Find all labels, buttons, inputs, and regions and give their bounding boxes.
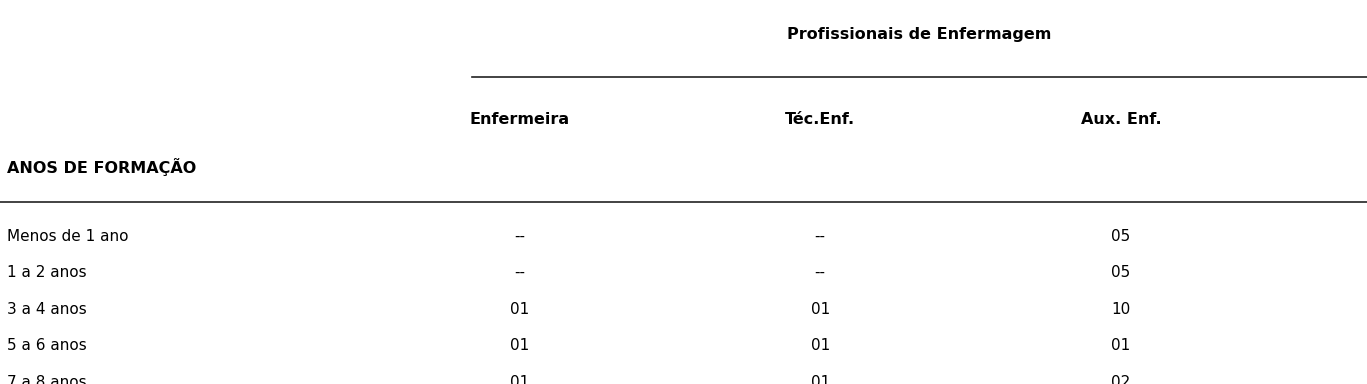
Text: 7 a 8 anos: 7 a 8 anos bbox=[7, 374, 86, 384]
Text: 5 a 6 anos: 5 a 6 anos bbox=[7, 338, 86, 353]
Text: Menos de 1 ano: Menos de 1 ano bbox=[7, 228, 128, 244]
Text: Aux. Enf.: Aux. Enf. bbox=[1081, 111, 1161, 127]
Text: 01: 01 bbox=[811, 374, 830, 384]
Text: 01: 01 bbox=[510, 374, 529, 384]
Text: 01: 01 bbox=[1111, 338, 1131, 353]
Text: 1 a 2 anos: 1 a 2 anos bbox=[7, 265, 86, 280]
Text: --: -- bbox=[815, 265, 826, 280]
Text: 01: 01 bbox=[510, 301, 529, 317]
Text: ANOS DE FORMAÇÃO: ANOS DE FORMAÇÃO bbox=[7, 158, 195, 176]
Text: 10: 10 bbox=[1111, 301, 1131, 317]
Text: --: -- bbox=[815, 228, 826, 244]
Text: Profissionais de Enfermagem: Profissionais de Enfermagem bbox=[787, 27, 1051, 42]
Text: Enfermeira: Enfermeira bbox=[469, 111, 570, 127]
Text: 05: 05 bbox=[1111, 228, 1131, 244]
Text: 01: 01 bbox=[811, 301, 830, 317]
Text: 05: 05 bbox=[1111, 265, 1131, 280]
Text: 01: 01 bbox=[510, 338, 529, 353]
Text: --: -- bbox=[514, 228, 525, 244]
Text: --: -- bbox=[514, 265, 525, 280]
Text: 02: 02 bbox=[1111, 374, 1131, 384]
Text: 01: 01 bbox=[811, 338, 830, 353]
Text: Téc.Enf.: Téc.Enf. bbox=[785, 111, 856, 127]
Text: 3 a 4 anos: 3 a 4 anos bbox=[7, 301, 86, 317]
